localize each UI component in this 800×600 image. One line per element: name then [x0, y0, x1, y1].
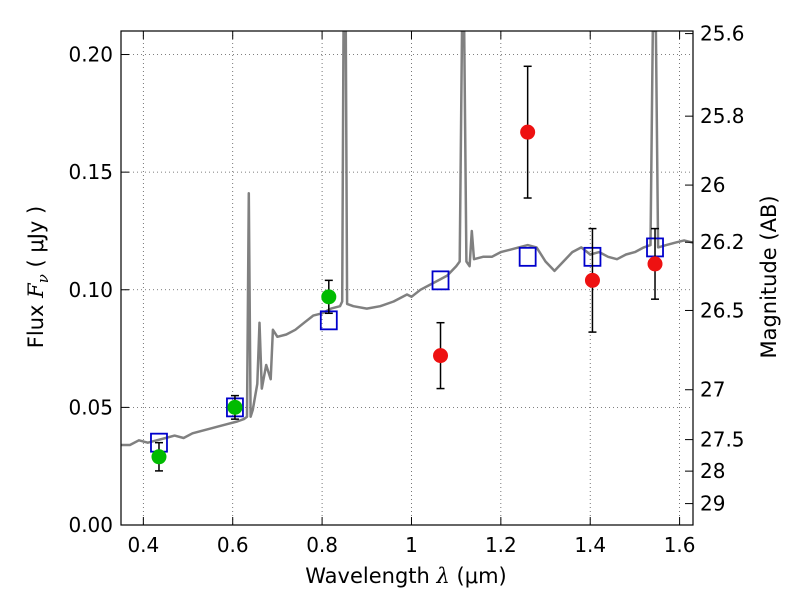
- y2-tick-label: 26: [700, 173, 725, 197]
- y2-tick-label: 25.6: [700, 22, 745, 46]
- x-tick-label: 1.4: [574, 533, 606, 557]
- x-tick-label: 0.4: [127, 533, 159, 557]
- grid-lines: [121, 31, 693, 526]
- y2-tick-label: 25.8: [700, 104, 745, 128]
- observed-flux-point: [584, 272, 600, 288]
- x-tick-label: 0.8: [306, 533, 338, 557]
- model-square-marker: [518, 246, 537, 267]
- x-tick-label: 1.6: [664, 533, 696, 557]
- y2-tick-label: 29: [700, 492, 725, 516]
- y-axis-label: Flux Fν ( μJy ): [24, 206, 52, 348]
- observed-flux-point: [433, 348, 449, 364]
- y-tick-label: 0.20: [68, 43, 113, 67]
- x-tick-label: 0.6: [217, 533, 249, 557]
- observed-flux-point: [647, 256, 663, 272]
- x-tick-label: 1: [405, 533, 418, 557]
- observed-flux-point: [520, 124, 536, 140]
- axes-frame: [120, 30, 694, 526]
- y2-tick-label: 27: [700, 378, 725, 402]
- y-tick-label: 0.15: [68, 160, 113, 184]
- y2-tick-label: 28: [700, 459, 725, 483]
- x-axis-label: Wavelength λ (μm): [305, 564, 506, 588]
- plot-area: [121, 31, 693, 472]
- observed-flux-point: [227, 399, 243, 415]
- y2-tick-label: 26.5: [700, 298, 745, 322]
- right-axis-label: Magnitude (AB): [757, 195, 781, 358]
- model-square-marker: [431, 270, 450, 291]
- observed-flux-point: [151, 449, 167, 465]
- y-tick-label: 0.10: [68, 278, 113, 302]
- y-tick-label: 0.00: [68, 513, 113, 537]
- x-tick-label: 1.2: [485, 533, 517, 557]
- y2-tick-label: 27.5: [700, 428, 745, 452]
- observed-flux-point: [321, 289, 337, 305]
- y-tick-label: 0.05: [68, 395, 113, 419]
- y2-tick-label: 26.2: [700, 230, 745, 254]
- spectrum-line: [121, 31, 693, 447]
- axis-ticks: 0.4 0.6 0.8 1 1.2 1.4 1.6 0.00 0.05 0.10 0.15 0.20 2…: [68, 22, 744, 557]
